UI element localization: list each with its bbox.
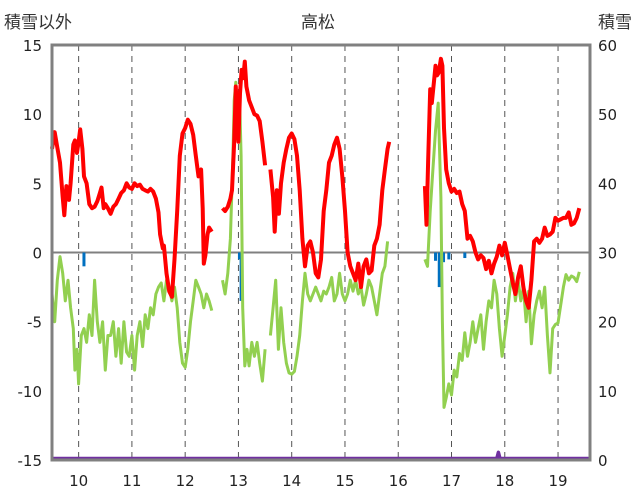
y-left-tick-label: 10 xyxy=(23,106,42,124)
y-left-tick-label: -15 xyxy=(18,452,43,470)
blue-bar xyxy=(447,252,451,260)
y-right-tick-label: 20 xyxy=(598,314,617,332)
blue-bar xyxy=(437,252,441,288)
green-series-segment-0 xyxy=(50,255,214,386)
x-axis: 10 11 12 13 14 15 16 17 18 19 xyxy=(69,472,567,490)
x-tick-label: 18 xyxy=(495,472,514,490)
blue-bar xyxy=(82,252,86,267)
chart-title: 高松 xyxy=(301,13,335,33)
red-series-segment-3 xyxy=(422,56,582,310)
y-left-tick-label: 5 xyxy=(32,175,42,193)
red-series-layer xyxy=(50,56,582,310)
x-tick-label: 13 xyxy=(229,472,248,490)
x-tick-label: 15 xyxy=(335,472,354,490)
snow-series-line xyxy=(52,450,590,461)
green-series-segment-1 xyxy=(221,80,267,383)
x-tick-label: 19 xyxy=(548,472,567,490)
y-right-tick-label: 0 xyxy=(598,452,608,470)
x-tick-label: 12 xyxy=(176,472,195,490)
right-axis-title: 積雪 xyxy=(598,13,632,33)
y-left-tick-label: 15 xyxy=(23,37,42,55)
red-series-segment-0 xyxy=(50,117,214,299)
left-y-axis: 15 10 5 0 -5 -10 -15 xyxy=(18,37,43,470)
y-right-tick-label: 60 xyxy=(598,37,617,55)
y-right-tick-label: 50 xyxy=(598,106,617,124)
x-tick-label: 16 xyxy=(389,472,408,490)
x-tick-label: 17 xyxy=(442,472,461,490)
green-series-layer xyxy=(50,80,581,409)
blue-bar xyxy=(238,252,242,260)
green-series-segment-3 xyxy=(423,101,581,409)
y-left-tick-label: 0 xyxy=(32,245,42,263)
snow-series-layer xyxy=(52,450,590,461)
blue-bar xyxy=(463,252,467,259)
y-left-tick-label: -10 xyxy=(18,383,43,401)
blue-bar xyxy=(434,252,438,261)
green-series-segment-2 xyxy=(268,241,390,376)
red-series-segment-1 xyxy=(221,59,268,213)
y-left-tick-label: -5 xyxy=(27,314,42,332)
x-tick-label: 10 xyxy=(69,472,88,490)
plot-frame xyxy=(50,43,592,462)
left-axis-title: 積雪以外 xyxy=(4,13,72,33)
x-tick-label: 14 xyxy=(282,472,301,490)
right-y-axis: 60 50 40 30 20 10 0 xyxy=(598,37,617,470)
red-series-segment-2 xyxy=(268,131,392,290)
y-right-tick-label: 10 xyxy=(598,383,617,401)
x-tick-label: 11 xyxy=(122,472,141,490)
y-right-tick-label: 40 xyxy=(598,175,617,193)
blue-bar xyxy=(442,252,446,263)
y-right-tick-label: 30 xyxy=(598,245,617,263)
